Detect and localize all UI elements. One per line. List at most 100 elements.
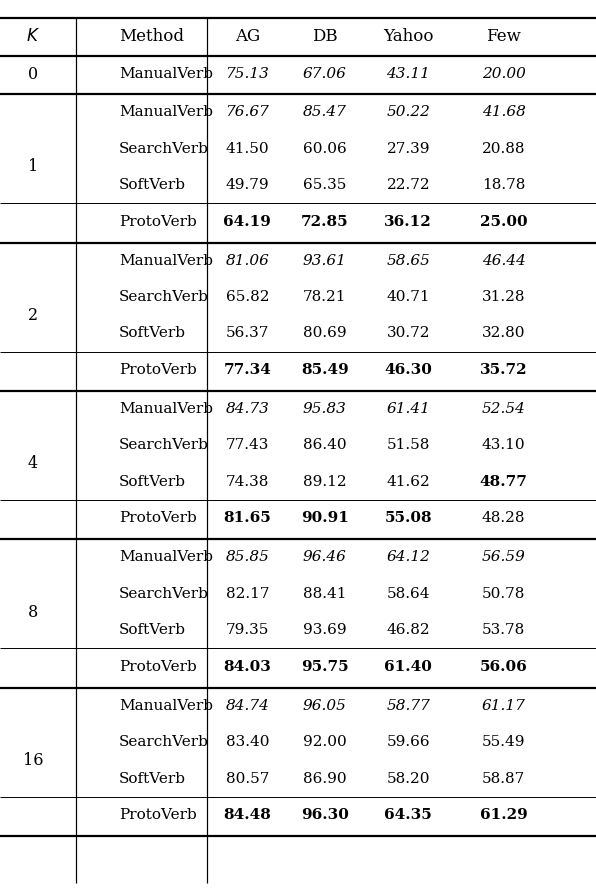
Text: 50.78: 50.78 <box>482 586 525 601</box>
Text: 16: 16 <box>23 752 43 769</box>
Text: 88.41: 88.41 <box>303 586 346 601</box>
Text: ManualVerb: ManualVerb <box>119 402 213 416</box>
Text: 58.77: 58.77 <box>386 699 430 713</box>
Text: 93.61: 93.61 <box>303 254 347 268</box>
Text: 86.40: 86.40 <box>303 438 347 452</box>
Text: 76.67: 76.67 <box>225 105 269 120</box>
Text: SearchVerb: SearchVerb <box>119 735 209 749</box>
Text: $K$: $K$ <box>26 29 40 46</box>
Text: Method: Method <box>119 29 184 46</box>
Text: 58.20: 58.20 <box>387 772 430 786</box>
Text: 43.11: 43.11 <box>386 67 430 81</box>
Text: DB: DB <box>312 29 337 46</box>
Text: Few: Few <box>486 29 521 46</box>
Text: ManualVerb: ManualVerb <box>119 67 213 81</box>
Text: SoftVerb: SoftVerb <box>119 178 186 192</box>
Text: SearchVerb: SearchVerb <box>119 438 209 452</box>
Text: 61.40: 61.40 <box>384 660 432 673</box>
Text: 84.74: 84.74 <box>225 699 269 713</box>
Text: 36.12: 36.12 <box>384 215 432 229</box>
Text: ManualVerb: ManualVerb <box>119 699 213 713</box>
Text: 81.65: 81.65 <box>224 511 271 525</box>
Text: 85.49: 85.49 <box>301 363 349 377</box>
Text: ProtoVerb: ProtoVerb <box>119 808 197 822</box>
Text: 58.64: 58.64 <box>387 586 430 601</box>
Text: 95.75: 95.75 <box>301 660 349 673</box>
Text: 72.85: 72.85 <box>301 215 349 229</box>
Text: ProtoVerb: ProtoVerb <box>119 511 197 525</box>
Text: 46.82: 46.82 <box>386 623 430 637</box>
Text: Yahoo: Yahoo <box>383 29 433 46</box>
Text: ManualVerb: ManualVerb <box>119 551 213 564</box>
Text: 51.58: 51.58 <box>387 438 430 452</box>
Text: 32.80: 32.80 <box>482 326 525 341</box>
Text: 58.65: 58.65 <box>386 254 430 268</box>
Text: AG: AG <box>235 29 260 46</box>
Text: 20.88: 20.88 <box>482 142 525 156</box>
Text: 48.28: 48.28 <box>482 511 525 525</box>
Text: 80.57: 80.57 <box>226 772 269 786</box>
Text: SearchVerb: SearchVerb <box>119 291 209 304</box>
Text: 96.30: 96.30 <box>301 808 349 822</box>
Text: 46.44: 46.44 <box>482 254 526 268</box>
Text: 80.69: 80.69 <box>303 326 347 341</box>
Text: 20.00: 20.00 <box>482 67 526 81</box>
Text: 84.73: 84.73 <box>225 402 269 416</box>
Text: 8: 8 <box>27 603 38 620</box>
Text: 77.34: 77.34 <box>224 363 271 377</box>
Text: 55.49: 55.49 <box>482 735 525 749</box>
Text: 84.48: 84.48 <box>224 808 271 822</box>
Text: 2: 2 <box>28 307 38 324</box>
Text: 93.69: 93.69 <box>303 623 347 637</box>
Text: 56.37: 56.37 <box>226 326 269 341</box>
Text: ProtoVerb: ProtoVerb <box>119 660 197 673</box>
Text: 64.19: 64.19 <box>224 215 271 229</box>
Text: 90.91: 90.91 <box>301 511 349 525</box>
Text: SearchVerb: SearchVerb <box>119 586 209 601</box>
Text: SoftVerb: SoftVerb <box>119 772 186 786</box>
Text: 53.78: 53.78 <box>482 623 525 637</box>
Text: 43.10: 43.10 <box>482 438 526 452</box>
Text: 74.38: 74.38 <box>226 475 269 489</box>
Text: SoftVerb: SoftVerb <box>119 623 186 637</box>
Text: 92.00: 92.00 <box>303 735 347 749</box>
Text: 46.30: 46.30 <box>384 363 432 377</box>
Text: 96.46: 96.46 <box>303 551 347 564</box>
Text: 55.08: 55.08 <box>384 511 432 525</box>
Text: 56.59: 56.59 <box>482 551 526 564</box>
Text: 22.72: 22.72 <box>386 178 430 192</box>
Text: 95.83: 95.83 <box>303 402 347 416</box>
Text: 35.72: 35.72 <box>480 363 527 377</box>
Text: 78.21: 78.21 <box>303 291 346 304</box>
Text: 77.43: 77.43 <box>226 438 269 452</box>
Text: 0: 0 <box>28 66 38 83</box>
Text: 59.66: 59.66 <box>386 735 430 749</box>
Text: 75.13: 75.13 <box>225 67 269 81</box>
Text: 27.39: 27.39 <box>387 142 430 156</box>
Text: 79.35: 79.35 <box>226 623 269 637</box>
Text: 18.78: 18.78 <box>482 178 525 192</box>
Text: 61.41: 61.41 <box>386 402 430 416</box>
Text: 1: 1 <box>27 158 38 175</box>
Text: 31.28: 31.28 <box>482 291 525 304</box>
Text: 30.72: 30.72 <box>387 326 430 341</box>
Text: 61.17: 61.17 <box>482 699 526 713</box>
Text: 64.35: 64.35 <box>384 808 432 822</box>
Text: ProtoVerb: ProtoVerb <box>119 363 197 377</box>
Text: 56.06: 56.06 <box>480 660 527 673</box>
Text: 48.77: 48.77 <box>480 475 527 489</box>
Text: ManualVerb: ManualVerb <box>119 105 213 120</box>
Text: 49.79: 49.79 <box>225 178 269 192</box>
Text: 4: 4 <box>28 455 38 472</box>
Text: 64.12: 64.12 <box>386 551 430 564</box>
Text: 40.71: 40.71 <box>386 291 430 304</box>
Text: 85.47: 85.47 <box>303 105 347 120</box>
Text: ProtoVerb: ProtoVerb <box>119 215 197 229</box>
Text: SearchVerb: SearchVerb <box>119 142 209 156</box>
Text: 82.17: 82.17 <box>226 586 269 601</box>
Text: 60.06: 60.06 <box>303 142 347 156</box>
Text: 85.85: 85.85 <box>225 551 269 564</box>
Text: 81.06: 81.06 <box>225 254 269 268</box>
Text: 61.29: 61.29 <box>480 808 527 822</box>
Text: 50.22: 50.22 <box>386 105 430 120</box>
